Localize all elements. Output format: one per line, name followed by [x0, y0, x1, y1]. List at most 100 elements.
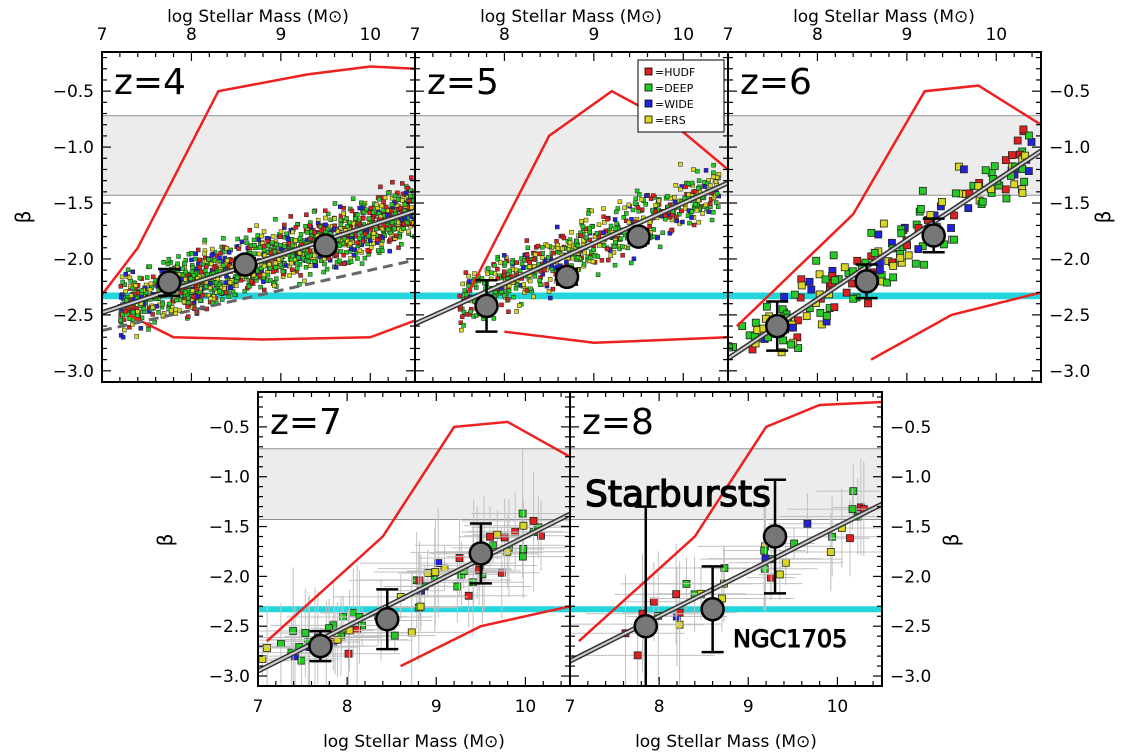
y-tick-label: −2.5 — [53, 306, 94, 326]
scatter-point — [991, 163, 998, 170]
y-tick-label: −2.0 — [209, 567, 250, 587]
y-tick-label: −0.5 — [1049, 82, 1090, 102]
scatter-point — [121, 280, 125, 284]
y-tick-label: −1.0 — [53, 138, 94, 158]
scatter-point — [236, 237, 240, 241]
panel-z7: 7 8 9 10 −3.0 −2.5 −2.0 −1.5 −1.0 −0.5 z=7 — [185, 392, 618, 717]
scatter-point — [304, 213, 308, 217]
scatter-point — [290, 244, 294, 248]
top-xlabel-3: log Stellar Mass (M⊙) — [793, 7, 975, 27]
scatter-point — [614, 241, 618, 245]
scatter-point — [291, 230, 295, 234]
scatter-point — [153, 320, 157, 324]
fit-line — [415, 183, 728, 324]
y-tick-label: −1.0 — [209, 468, 250, 488]
scatter-point — [898, 230, 905, 237]
scatter-point — [177, 254, 181, 258]
scatter-point — [208, 281, 212, 285]
scatter-point — [1021, 178, 1028, 185]
scatter-point — [325, 267, 329, 271]
scatter-point — [272, 284, 276, 288]
scatter-point — [262, 248, 266, 252]
scatter-point — [613, 217, 617, 221]
scatter-point — [220, 298, 224, 302]
scatter-point — [690, 210, 694, 214]
scatter-point — [512, 528, 519, 535]
binned-point — [702, 598, 724, 620]
scatter-point — [339, 249, 343, 253]
x-tick-label: 9 — [275, 25, 286, 45]
scatter-point — [525, 252, 529, 256]
scatter-point — [533, 274, 537, 278]
y-tick-label: −2.5 — [209, 617, 250, 637]
scatter-point — [240, 240, 244, 244]
y-tick-label: −3.0 — [209, 667, 250, 687]
scatter-point — [282, 244, 286, 248]
scatter-point — [356, 241, 360, 245]
scatter-point — [222, 286, 226, 290]
scatter-point — [675, 219, 679, 223]
scatter-point — [271, 234, 275, 238]
envelope-lower-curve — [871, 293, 1041, 360]
scatter-point — [378, 185, 382, 189]
scatter-point — [823, 312, 830, 319]
scatter-point — [394, 234, 398, 238]
x-tick-label: 9 — [431, 697, 442, 717]
scatter-point — [609, 224, 613, 228]
scatter-point — [555, 239, 559, 243]
scatter-point — [299, 273, 303, 277]
panel-z8: 7 8 9 10−3.0−2.5−2.0−1.5−1.0−0.5z=8 — [561, 392, 937, 746]
scatter-point — [313, 254, 317, 258]
scatter-point — [367, 234, 371, 238]
binned-point — [635, 615, 657, 637]
scatter-point — [323, 216, 327, 220]
bottom-xlabel-1: log Stellar Mass (M⊙) — [323, 732, 505, 752]
scatter-point — [702, 185, 706, 189]
panel-z4: 7 8 9 10−3.0−2.5−2.0−1.5−1.0−0.5 z=4 — [53, 25, 417, 382]
scatter-point — [342, 262, 346, 266]
ngc1705-label: NGC1705 — [733, 625, 847, 653]
scatter-point — [503, 261, 507, 265]
legend-marker-deep — [645, 84, 652, 91]
scatter-point — [363, 256, 367, 260]
legend-label-deep: =DEEP — [655, 82, 694, 95]
scatter-point — [532, 295, 536, 299]
scatter-point — [552, 251, 556, 255]
scatter-point — [348, 241, 352, 245]
scatter-point — [199, 270, 203, 274]
scatter-point — [145, 276, 149, 280]
scatter-point — [284, 232, 288, 236]
scatter-point — [525, 239, 529, 243]
scatter-point — [368, 211, 372, 215]
scatter-point — [362, 210, 366, 214]
scatter-point — [197, 258, 201, 262]
scatter-point — [492, 316, 496, 320]
scatter-point — [880, 220, 887, 227]
scatter-point — [905, 252, 912, 259]
envelope-lower-curve — [401, 606, 570, 666]
scatter-point — [864, 300, 871, 307]
scatter-point — [627, 220, 631, 224]
scatter-point — [136, 291, 140, 295]
scatter-point — [1014, 137, 1021, 144]
scatter-point — [345, 216, 349, 220]
scatter-point — [1003, 195, 1010, 202]
scatter-point — [355, 213, 359, 217]
scatter-point — [458, 294, 462, 298]
scatter-point — [582, 262, 586, 266]
x-tick-label: 8 — [812, 25, 823, 45]
scatter-point — [345, 650, 352, 657]
scatter-point — [361, 216, 365, 220]
scatter-point — [234, 284, 238, 288]
scatter-point — [337, 259, 341, 263]
scatter-point — [399, 242, 403, 246]
scatter-point — [262, 264, 266, 268]
scatter-point — [463, 289, 467, 293]
scatter-point — [1002, 186, 1009, 193]
scatter-point — [291, 254, 295, 258]
scatter-point — [390, 180, 394, 184]
x-tick-label: 7 — [723, 25, 734, 45]
scatter-point — [366, 248, 370, 252]
scatter-point — [714, 200, 718, 204]
x-tick-label: 9 — [743, 697, 754, 717]
